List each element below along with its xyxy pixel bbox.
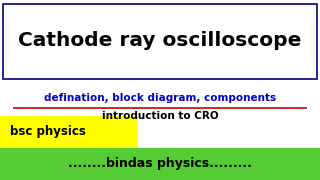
Bar xyxy=(0,148,320,180)
Text: Cathode ray oscilloscope: Cathode ray oscilloscope xyxy=(18,31,302,50)
Text: ........bindas physics.........: ........bindas physics......... xyxy=(68,157,252,170)
Text: defination, block diagram, components: defination, block diagram, components xyxy=(44,93,276,103)
Bar xyxy=(3,4,317,79)
Text: introduction to CRO: introduction to CRO xyxy=(102,111,218,121)
Text: bsc physics: bsc physics xyxy=(10,125,85,138)
Bar xyxy=(0,116,138,148)
